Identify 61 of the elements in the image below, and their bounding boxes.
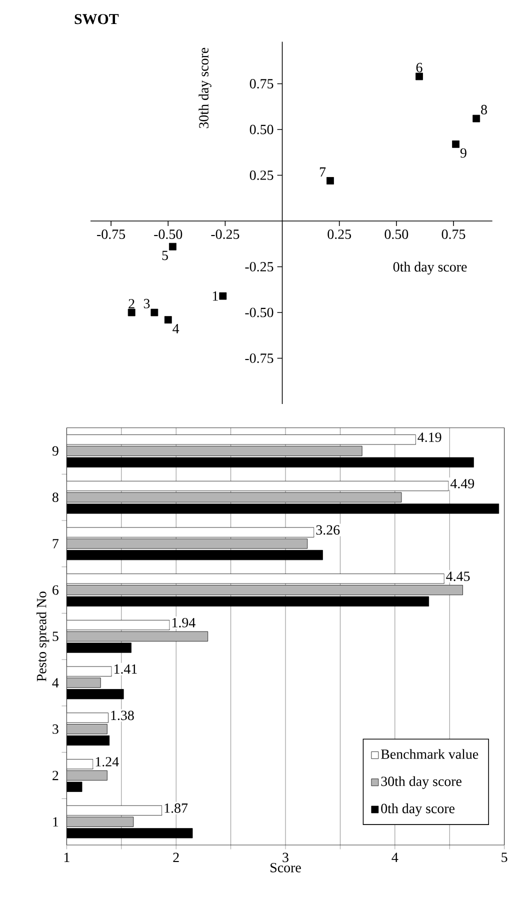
y-tick-label: 8	[52, 492, 58, 502]
annotation: 1	[212, 291, 218, 301]
data-label: 4.49	[450, 478, 474, 488]
legend-label: 0th day score	[381, 803, 454, 816]
annotation: 7	[320, 167, 326, 177]
annotation: 5	[162, 250, 168, 260]
x-tick-label: 1	[64, 852, 70, 862]
point	[168, 242, 176, 250]
point	[150, 308, 158, 316]
legend-label: 30th day score	[381, 776, 462, 789]
x-axis-title: 0th day score	[393, 262, 467, 274]
y-tick-label: 5	[52, 632, 58, 642]
y-tick-label: 9	[52, 446, 58, 456]
data-label: 3.26	[316, 525, 340, 535]
data-label: 4.19	[418, 432, 442, 442]
x-tick-label: 5	[502, 852, 508, 862]
annotation: 6	[416, 62, 422, 72]
chart-title: SWOT	[74, 14, 119, 24]
y-tick-label: 4	[52, 678, 59, 688]
point	[472, 114, 480, 122]
x-tick-label: 2	[173, 852, 179, 862]
point	[452, 140, 460, 148]
data-label: 1.41	[114, 664, 137, 674]
annotation: 9	[460, 148, 466, 158]
y-axis-title: 30th day score	[198, 48, 212, 128]
y-tick-label: 7	[52, 539, 59, 548]
annotation: 3	[144, 298, 150, 308]
x-tick-label: 0.25	[328, 230, 352, 240]
y-tick-label: 1	[53, 817, 58, 826]
x-tick-label: 0.50	[384, 230, 408, 240]
point	[164, 316, 172, 324]
y-tick-label: -0.75	[245, 354, 274, 363]
x-axis-title: Score	[270, 862, 301, 872]
y-tick-label: 2	[52, 770, 58, 780]
x-tick-label: -0.50	[154, 230, 182, 240]
x-tick-label: 0.75	[442, 230, 466, 240]
y-axis-title: Pesto spread No	[36, 592, 50, 682]
data-label: 1.38	[111, 710, 134, 720]
point	[416, 72, 423, 80]
annotation: 2	[128, 299, 134, 308]
y-tick-label: -0.25	[245, 262, 274, 272]
point	[128, 308, 136, 316]
y-tick-label: 3	[52, 724, 58, 734]
y-tick-label: 0.50	[250, 124, 274, 134]
y-tick-label: -0.50	[245, 308, 274, 318]
x-tick-label: -0.75	[97, 230, 126, 240]
x-tick-label: 3	[282, 852, 288, 862]
data-label: 4.45	[446, 572, 470, 582]
annotation: 4	[172, 324, 180, 334]
data-label: 1.24	[96, 757, 119, 767]
x-tick-label: -0.25	[211, 230, 240, 240]
data-label: 1.87	[164, 803, 188, 813]
annotation: 8	[481, 104, 487, 114]
y-tick-label: 0.25	[250, 170, 274, 180]
data-label: 1.94	[172, 618, 196, 628]
y-tick-label: 0.75	[250, 79, 274, 89]
legend-label: Benchmark value	[381, 749, 478, 759]
x-tick-label: 4	[392, 852, 398, 862]
y-tick-label: 6	[52, 585, 59, 595]
point	[219, 292, 227, 300]
point	[326, 177, 334, 184]
